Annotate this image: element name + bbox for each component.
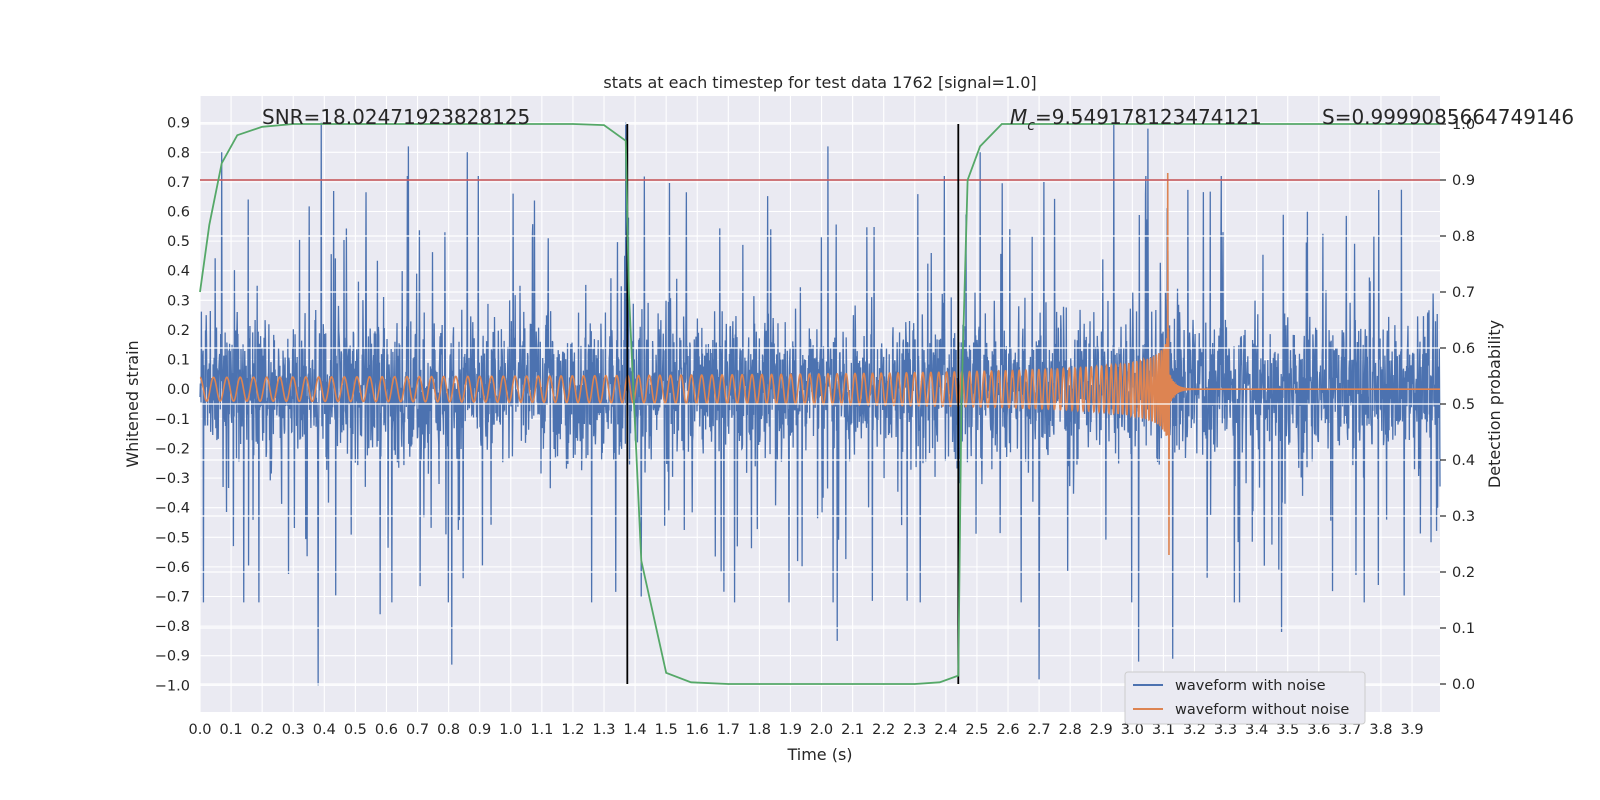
y-tick-label-right: 0.9 xyxy=(1452,173,1475,189)
x-tick-label: 0.0 xyxy=(188,722,211,738)
x-tick-label: 3.2 xyxy=(1183,722,1206,738)
x-tick-label: 2.8 xyxy=(1059,722,1082,738)
y-tick-label-right: 0.6 xyxy=(1452,341,1475,357)
x-tick-label: 0.1 xyxy=(220,722,243,738)
y-tick-label-left: −0.1 xyxy=(155,412,190,428)
x-tick-label: 1.5 xyxy=(655,722,678,738)
legend-box xyxy=(1124,671,1366,725)
y-tick-label-left: −1.0 xyxy=(155,678,190,694)
snr-annotation: SNR=18.02471923828125 xyxy=(262,105,530,129)
y-tick-label-right: 0.4 xyxy=(1452,453,1475,469)
x-tick-label: 0.3 xyxy=(282,722,305,738)
x-tick-label: 0.5 xyxy=(344,722,367,738)
x-tick-label: 2.6 xyxy=(996,722,1019,738)
y-tick-label-left: −0.7 xyxy=(155,590,190,606)
y-tick-label-left: −0.2 xyxy=(155,441,190,457)
y-tick-label-left: −0.5 xyxy=(155,530,190,546)
y-tick-label-left: −0.3 xyxy=(155,471,190,487)
x-tick-label: 3.5 xyxy=(1276,722,1299,738)
x-tick-label: 1.8 xyxy=(748,722,771,738)
y-tick-label-left: 0.9 xyxy=(167,116,190,132)
y-tick-label-left: 0.7 xyxy=(167,175,190,191)
x-tick-label: 1.2 xyxy=(561,722,584,738)
x-tick-label: 3.7 xyxy=(1338,722,1361,738)
y-tick-label-right: 0.5 xyxy=(1452,397,1475,413)
chirp-mass-subscript: c xyxy=(1027,118,1035,134)
x-tick-label: 0.4 xyxy=(313,722,336,738)
x-axis-label: Time (s) xyxy=(786,745,852,764)
x-tick-label: 2.9 xyxy=(1090,722,1113,738)
chart-title: stats at each timestep for test data 176… xyxy=(603,73,1036,92)
legend-label-clean: waveform without noise xyxy=(1175,702,1349,718)
x-tick-label: 3.8 xyxy=(1369,722,1392,738)
x-tick-label: 1.6 xyxy=(686,722,709,738)
y-tick-label-left: 0.6 xyxy=(167,205,190,221)
x-tick-label: 2.5 xyxy=(965,722,988,738)
y-tick-label-left: 0.4 xyxy=(167,264,190,280)
x-tick-label: 1.4 xyxy=(624,722,647,738)
y-tick-label-right: 0.3 xyxy=(1452,509,1475,525)
chirp-mass-symbol: M xyxy=(1010,105,1027,129)
chirp-mass-value: =9.549178123474121 xyxy=(1035,105,1262,129)
y-tick-label-right: 0.0 xyxy=(1452,677,1475,693)
x-tick-label: 2.1 xyxy=(841,722,864,738)
x-tick-label: 2.3 xyxy=(903,722,926,738)
x-tick-label: 2.4 xyxy=(934,722,957,738)
y-axis-label-left: Whitened strain xyxy=(123,340,142,467)
tick-labels: 0.0 0.1 0.2 0.3 0.4 0.5 0.6 0.7 0.8 0.9 1.0 1.1 1.2 1… xyxy=(155,116,1475,738)
clean-waveform-series xyxy=(199,172,1440,556)
x-tick-label: 0.6 xyxy=(375,722,398,738)
y-tick-label-right: 0.1 xyxy=(1452,621,1475,637)
y-tick-label-right: 0.7 xyxy=(1452,285,1475,301)
score-annotation: S=0.9999085664749146 xyxy=(1322,105,1574,129)
y-tick-label-left: 0.1 xyxy=(167,353,190,369)
x-tick-label: 2.7 xyxy=(1028,722,1051,738)
x-tick-label: 2.0 xyxy=(810,722,833,738)
clean-waveform-line xyxy=(199,172,1440,556)
y-tick-label-left: 0.3 xyxy=(167,293,190,309)
x-tick-label: 0.7 xyxy=(406,722,429,738)
x-tick-label: 3.4 xyxy=(1245,722,1268,738)
y-tick-label-left: 0.8 xyxy=(167,145,190,161)
y-tick-label-right: 0.8 xyxy=(1452,229,1475,245)
x-tick-label: 0.8 xyxy=(437,722,460,738)
y-tick-label-left: −0.6 xyxy=(155,560,190,576)
x-tick-label: 2.2 xyxy=(872,722,895,738)
legend: waveform with noise waveform without noi… xyxy=(1124,671,1366,725)
probability-line xyxy=(199,123,1440,685)
noisy-waveform-line xyxy=(199,122,1441,686)
chirp-mass-annotation: Mc=9.549178123474121 xyxy=(1010,105,1262,134)
y-tick-label-right: 1.0 xyxy=(1452,117,1475,133)
y-tick-label-left: 0.0 xyxy=(167,382,190,398)
x-tick-label: 1.0 xyxy=(499,722,522,738)
y-tick-label-right: 0.2 xyxy=(1452,565,1475,581)
noisy-waveform-series xyxy=(199,122,1441,686)
x-tick-label: 3.1 xyxy=(1152,722,1175,738)
legend-label-noisy: waveform with noise xyxy=(1175,678,1326,694)
x-tick-label: 1.3 xyxy=(592,722,615,738)
y-tick-label-left: 0.5 xyxy=(167,234,190,250)
x-tick-label: 1.9 xyxy=(779,722,802,738)
probability-series xyxy=(199,123,1440,685)
x-tick-label: 0.2 xyxy=(251,722,274,738)
x-tick-label: 3.9 xyxy=(1400,722,1423,738)
y-tick-label-left: −0.4 xyxy=(155,501,190,517)
y-axis-label-right: Detection probability xyxy=(1485,320,1504,488)
y-tick-label-left: −0.9 xyxy=(155,649,190,665)
x-tick-label: 1.1 xyxy=(530,722,553,738)
x-tick-label: 3.6 xyxy=(1307,722,1330,738)
y-tick-label-left: 0.2 xyxy=(167,323,190,339)
x-tick-label: 0.9 xyxy=(468,722,491,738)
x-tick-label: 3.0 xyxy=(1121,722,1144,738)
x-tick-label: 3.3 xyxy=(1214,722,1237,738)
x-tick-label: 1.7 xyxy=(717,722,740,738)
y-tick-label-left: −0.8 xyxy=(155,619,190,635)
